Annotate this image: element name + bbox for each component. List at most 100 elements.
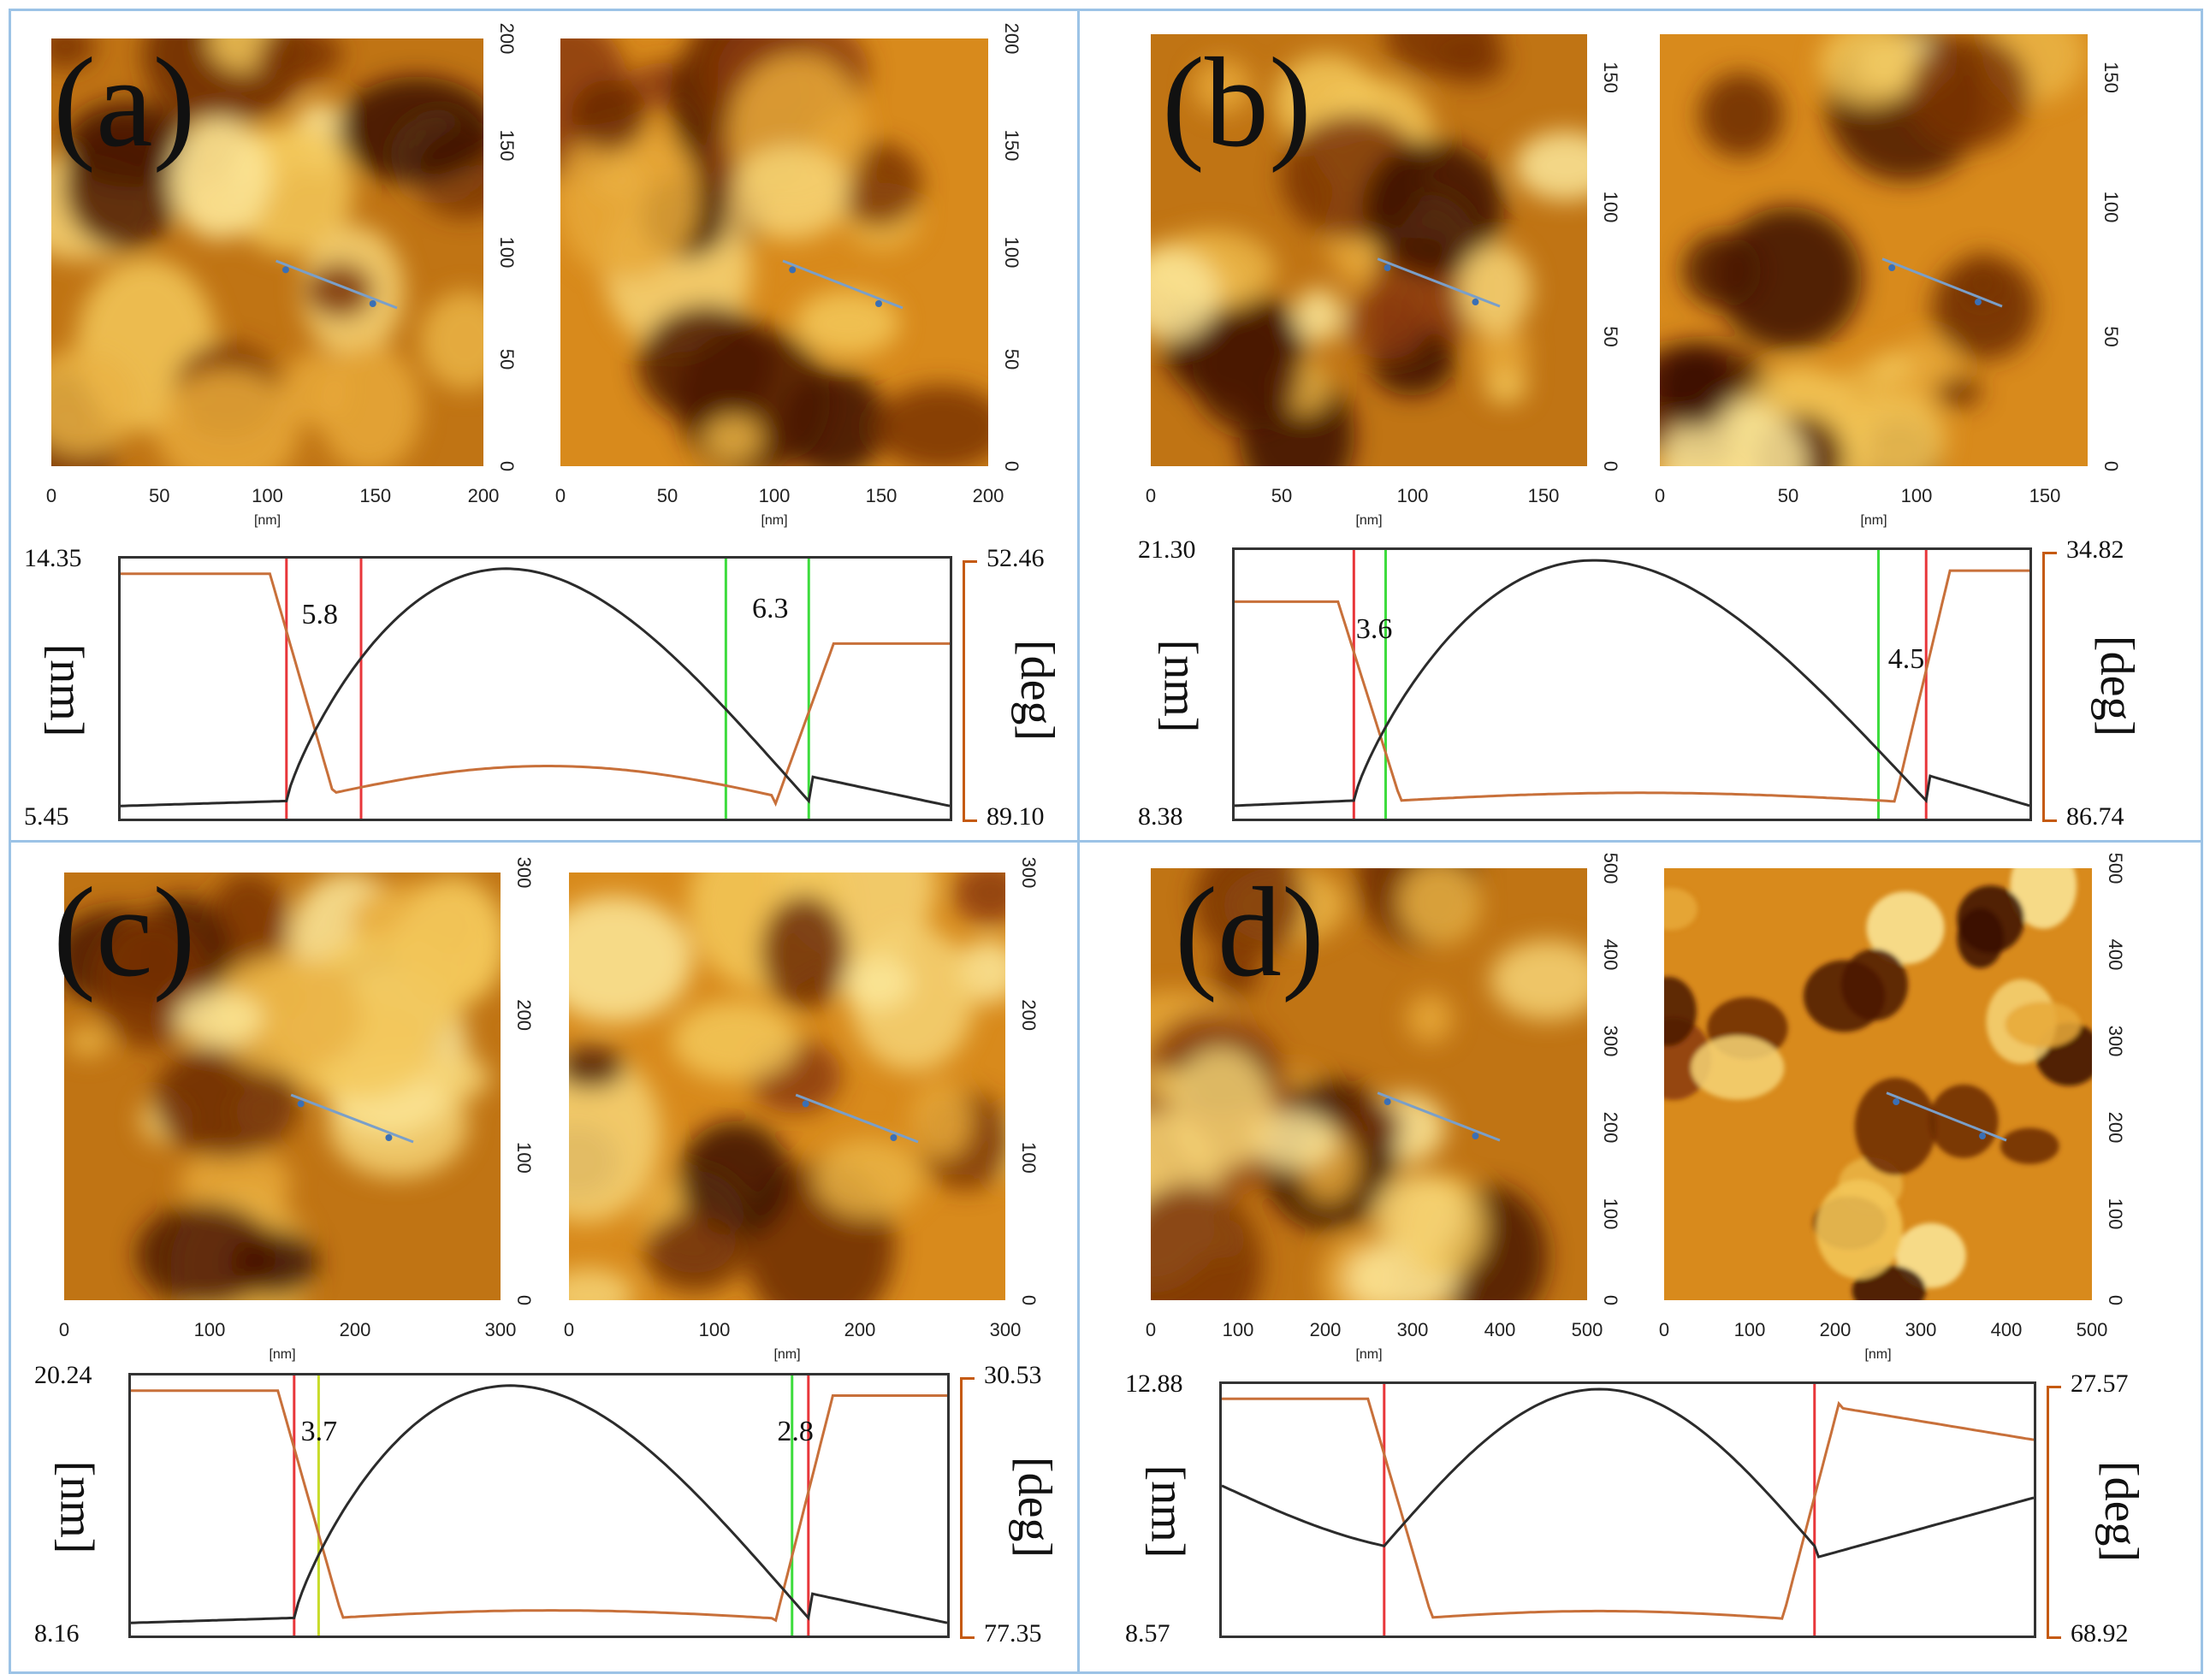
height-trace [130, 1384, 948, 1624]
x-tick-label: 100 [1223, 1319, 1254, 1340]
y-tick-label: 150 [1001, 130, 1022, 162]
panel-label-d: (d) [1175, 861, 1324, 1003]
panel-label-b: (b) [1162, 32, 1312, 174]
afm-feature [2005, 1001, 2081, 1048]
afm-feature [66, 1026, 110, 1057]
x-tick-label: 300 [990, 1319, 1022, 1340]
y-tick-label: 200 [513, 999, 535, 1031]
profile-annotation-1: 6.3 [752, 593, 789, 625]
profile-left-unit: [nm] [1153, 639, 1207, 733]
y-tick-label: 100 [2105, 1198, 2126, 1230]
y-tick-label: 500 [1600, 853, 1621, 884]
x-tick-label: 0 [1146, 485, 1156, 506]
x-tick-label: 0 [564, 1319, 574, 1340]
x-tick-label: 50 [657, 485, 678, 506]
x-tick-label: 400 [1484, 1319, 1516, 1340]
afm-feature [1932, 256, 2038, 360]
afm-feature [814, 1139, 923, 1218]
x-tick-label: 50 [149, 485, 169, 506]
afm-feature [1249, 1110, 1336, 1168]
afm-feature [1398, 868, 1481, 944]
profile-right-unit: [deg] [1008, 1456, 1062, 1559]
afm-feature [136, 1203, 276, 1300]
y-tick-label: 500 [2105, 853, 2126, 884]
scan-marker [1888, 264, 1896, 272]
x-tick-label: 0 [46, 485, 56, 506]
afm-feature [569, 1269, 634, 1300]
y-tick-label: 200 [1001, 23, 1022, 55]
y-tick-label: 0 [1001, 461, 1022, 471]
afm-feature [156, 370, 299, 466]
afm-feature [1406, 993, 1454, 1044]
profile-right-bottom: 77.35 [984, 1619, 1042, 1647]
profile-annotation-1: 4.5 [1887, 643, 1925, 675]
x-tick-label: 100 [759, 485, 791, 506]
scan-marker [1975, 299, 1982, 306]
profile-plot-b [1232, 547, 2032, 821]
profile-annotation-0: 3.6 [1355, 612, 1393, 645]
afm-feature [1294, 288, 1343, 343]
profile-right-top: 34.82 [2066, 535, 2124, 564]
x-unit-label: [nm] [761, 513, 787, 528]
y-tick-label: 0 [513, 1295, 535, 1305]
afm-feature [644, 1212, 745, 1293]
afm-image-c-height [64, 873, 501, 1300]
phase-trace [121, 572, 950, 807]
y-tick-label: 300 [1600, 1026, 1621, 1057]
afm-feature [1664, 976, 1697, 1047]
scan-line [1377, 257, 1501, 308]
afm-image-a-height [51, 38, 483, 466]
y-tick-label: 400 [2105, 939, 2126, 971]
y-tick-label: 300 [513, 857, 535, 889]
profile-right-unit: [deg] [2094, 1460, 2148, 1563]
scan-marker [1472, 1133, 1479, 1140]
profile-annotation-0: 3.7 [300, 1415, 338, 1447]
afm-feature [1715, 206, 1862, 351]
afm-feature [678, 1121, 792, 1239]
x-tick-label: 0 [59, 1319, 69, 1340]
scan-line [782, 259, 904, 310]
height-trace [1234, 559, 2030, 807]
x-tick-label: 0 [1659, 1319, 1669, 1340]
x-unit-label: [nm] [1864, 1347, 1891, 1362]
afm-feature [732, 145, 850, 240]
afm-feature [1841, 949, 1908, 1021]
afm-feature [174, 991, 263, 1047]
afm-feature [795, 290, 900, 356]
panel-label-c: (c) [53, 861, 196, 1003]
afm-feature [874, 384, 988, 466]
height-trace [120, 567, 951, 807]
afm-feature [953, 873, 1005, 924]
profile-right-bottom: 68.92 [2071, 1619, 2129, 1647]
scan-marker [890, 1134, 898, 1141]
afm-feature [1514, 131, 1587, 201]
y-tick-label: 200 [1600, 1112, 1621, 1144]
y-tick-label: 300 [1018, 857, 1040, 889]
afm-feature [1820, 34, 1918, 104]
image-axes: 0 100 200 300 [nm] 0 100 200 300 [59, 857, 535, 1362]
x-tick-label: 150 [2029, 485, 2061, 506]
image-axes: 0 100 200 300 400 500 [nm] 0 100 200 300 400 500 [1659, 853, 2126, 1362]
profile-left-min: 8.38 [1138, 802, 1183, 831]
profile-right-unit: [deg] [1010, 639, 1064, 742]
profile-right-bottom: 86.74 [2066, 802, 2124, 831]
y-tick-label: 50 [2100, 326, 2122, 346]
afm-feature [704, 415, 761, 463]
scan-line [290, 1093, 414, 1144]
scan-marker [281, 266, 289, 274]
afm-feature [569, 896, 693, 1022]
y-tick-label: 200 [2105, 1112, 2126, 1144]
image-axes: 0 100 200 300 400 500 [nm] 0 100 200 300 400 500 [1146, 853, 1621, 1362]
x-tick-label: 200 [973, 485, 1004, 506]
afm-feature [2010, 868, 2077, 929]
afm-feature [1660, 346, 1732, 429]
image-axes: 0 50 100 150 200 [nm] 0 50 100 150 200 [555, 23, 1022, 528]
x-tick-label: 200 [1310, 1319, 1342, 1340]
afm-image-d-phase [1664, 868, 2092, 1300]
profile-left-min: 5.45 [24, 802, 69, 831]
afm-feature [1475, 324, 1530, 380]
profile-left-max: 14.35 [24, 544, 82, 572]
afm-feature [911, 1080, 973, 1160]
scan-line [276, 259, 398, 310]
afm-feature [1929, 1084, 1999, 1158]
